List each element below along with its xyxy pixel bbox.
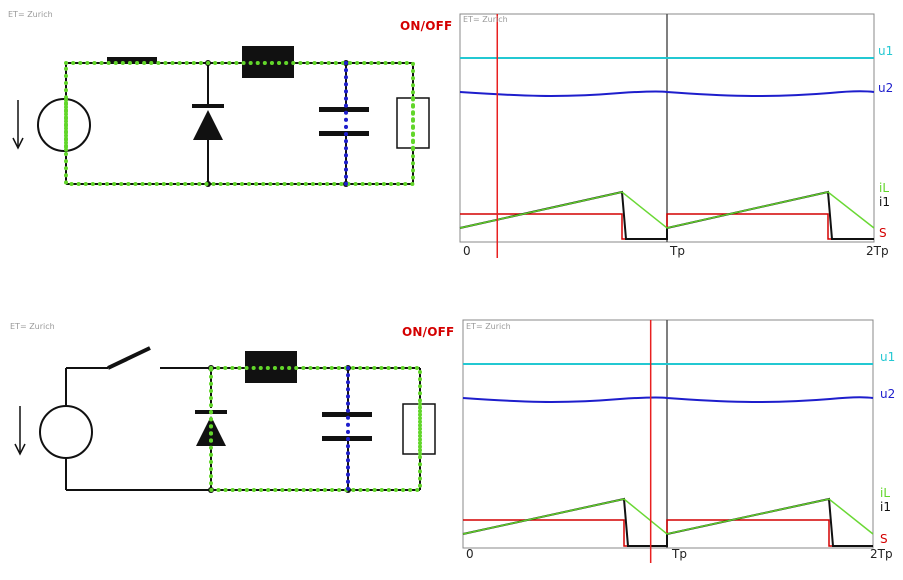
legend-S: S xyxy=(879,226,887,240)
tick-0: 0 xyxy=(463,244,471,258)
plot-label: ET= Zurich xyxy=(463,15,508,24)
voltage-source xyxy=(39,405,93,459)
current-path xyxy=(64,61,415,186)
legend-S: S xyxy=(880,532,888,546)
panel-switch-closed: ET= Zurich xyxy=(0,0,903,280)
onoff-toggle[interactable]: ON/OFF xyxy=(400,19,453,33)
legend-i1: i1 xyxy=(879,195,890,209)
tick-Tp: Tp xyxy=(670,244,685,258)
switch-closed xyxy=(107,57,157,63)
legend-i1: i1 xyxy=(880,500,891,514)
waveform-plot-closed xyxy=(459,13,875,258)
tick-2Tp: 2Tp xyxy=(870,547,893,561)
tick-2Tp: 2Tp xyxy=(866,244,889,258)
tick-Tp: Tp xyxy=(672,547,687,561)
current-path xyxy=(209,366,422,492)
legend-iL: iL xyxy=(879,181,890,195)
legend-u1: u1 xyxy=(878,44,894,58)
voltage-source xyxy=(37,98,91,152)
legend-u2: u2 xyxy=(880,387,896,401)
circuit-label: ET= Zurich xyxy=(8,10,53,19)
legend-u1: u1 xyxy=(880,350,896,364)
capacitor xyxy=(319,107,369,136)
waveform-plot-open xyxy=(462,319,874,563)
legend-iL: iL xyxy=(880,486,891,500)
buck-circuit-open xyxy=(14,319,874,563)
tick-0: 0 xyxy=(466,547,474,561)
panel-switch-open: ET= Zurich xyxy=(0,300,903,580)
onoff-toggle[interactable]: ON/OFF xyxy=(402,325,455,339)
plot-label: ET= Zurich xyxy=(466,322,511,331)
circuit-label: ET= Zurich xyxy=(10,322,55,331)
buck-circuit-closed xyxy=(12,13,875,258)
legend-u2: u2 xyxy=(878,81,894,95)
diode xyxy=(192,104,224,140)
